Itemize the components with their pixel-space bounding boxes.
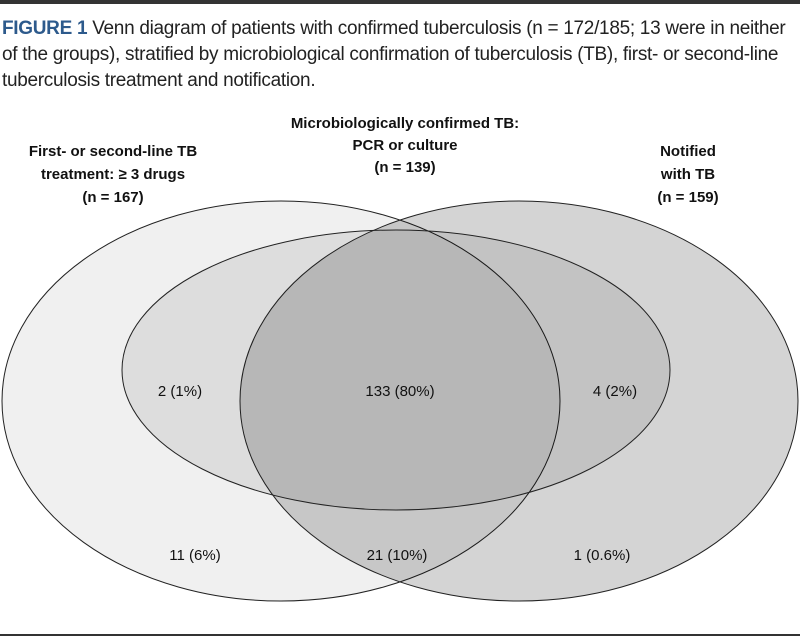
notified-label-1: Notified [660,143,716,160]
region-micro-notified: 4 (2%) [593,383,637,400]
micro-label-1: Microbiologically confirmed TB: [291,115,519,132]
region-treatment-only: 11 (6%) [169,547,220,564]
notified-label-2: with TB [660,166,715,183]
set-micro [121,229,671,511]
micro-label-2: PCR or culture [352,137,457,154]
treatment-label-1: First- or second-line TB [29,143,198,160]
treatment-label-2: treatment: ≥ 3 drugs [41,166,185,183]
set-treatment [1,200,561,602]
bottom-rule [0,634,800,636]
set-notified [239,200,799,602]
figure-label: FIGURE 1 [2,18,88,39]
region-treatment-notified: 21 (10%) [367,547,428,564]
top-rule [0,0,800,4]
micro-label-3: (n = 139) [374,159,435,176]
region-all-three: 133 (80%) [365,383,434,400]
treatment-label-3: (n = 167) [82,189,143,206]
notified-label-3: (n = 159) [657,189,718,206]
caption-text: Venn diagram of patients with confirmed … [2,18,786,91]
figure-caption: FIGURE 1 Venn diagram of patients with c… [2,16,798,94]
region-treatment-micro: 2 (1%) [158,383,202,400]
region-notified-only: 1 (0.6%) [574,547,631,564]
